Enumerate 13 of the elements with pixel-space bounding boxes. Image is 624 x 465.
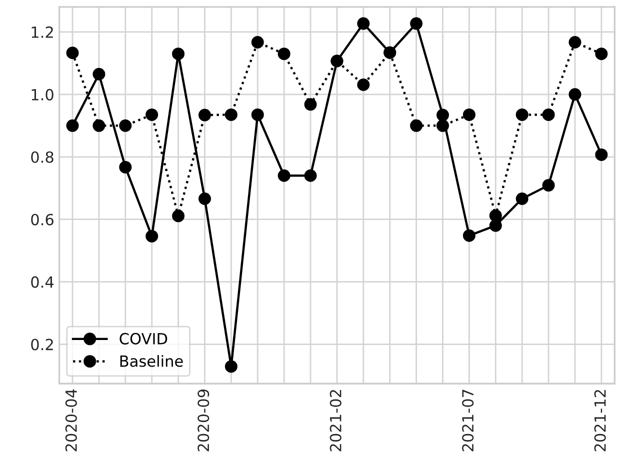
y-tick-label: 0.8: [31, 151, 54, 163]
x-tick-label: 2021-07: [462, 390, 474, 452]
x-tick-label: 2020-09: [198, 390, 210, 452]
y-tick-label: 0.4: [31, 276, 54, 288]
x-tick-label: 2021-12: [594, 390, 606, 452]
legend-label: Baseline: [120, 355, 183, 367]
y-tick-label: 0.6: [31, 214, 54, 226]
y-tick-label: 1.2: [32, 26, 53, 38]
legend-label: COVID: [120, 332, 168, 344]
y-tick-label: 0.2: [31, 338, 53, 350]
x-tick-label: 2020-04: [65, 389, 77, 452]
y-tick-label: 1.0: [32, 88, 54, 100]
x-tick-label: 2021-02: [330, 390, 342, 452]
